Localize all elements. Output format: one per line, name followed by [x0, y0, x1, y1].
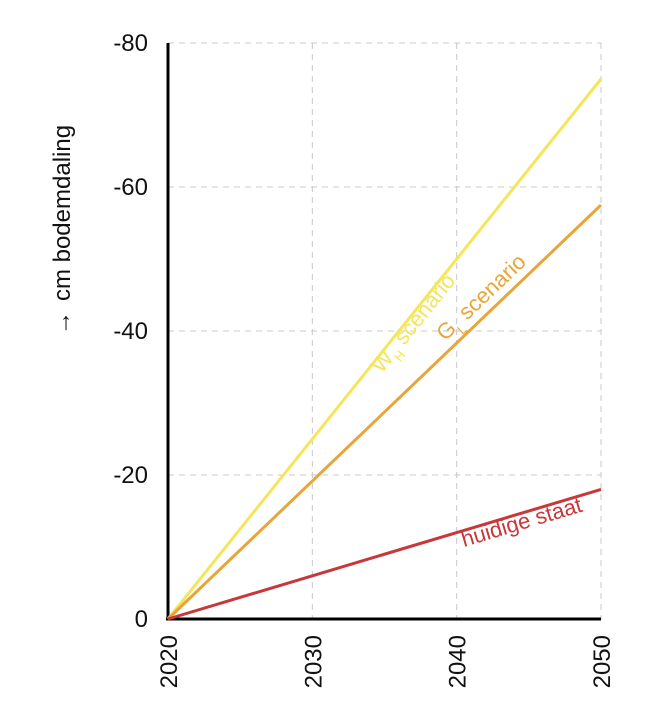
y-tick-label: 0: [135, 606, 148, 633]
axes: [166, 43, 601, 621]
series-label-rest: scenario: [449, 249, 531, 329]
x-tick-labels: 2020 2030 2040 2050: [156, 635, 616, 688]
y-tick-label: -20: [113, 462, 148, 489]
series-line: [167, 487, 602, 621]
series-line: [166, 203, 603, 621]
y-tick-label: -40: [113, 318, 148, 345]
series-line: [166, 78, 603, 620]
x-tick-label: 2020: [156, 635, 183, 688]
y-tick-label: -60: [113, 174, 148, 201]
series-label: huidige staat: [458, 492, 585, 552]
grid: [168, 42, 602, 619]
svg-text:→cm bodemdaling: → cm bodemdaling: [49, 125, 76, 335]
x-tick-label: 2050: [589, 635, 616, 688]
y-axis-label: → cm bodemdaling: [49, 125, 76, 335]
y-axis-arrow: →: [49, 311, 76, 335]
series-lines: [166, 78, 603, 621]
y-tick-labels: 0 -20 -40 -60 -80: [113, 30, 148, 633]
x-tick-label: 2030: [300, 635, 327, 688]
x-tick-label: 2040: [445, 635, 472, 688]
series-label-main: huidige staat: [458, 492, 585, 552]
y-axis-label-text: cm bodemdaling: [49, 125, 76, 301]
y-tick-label: -80: [113, 30, 148, 57]
